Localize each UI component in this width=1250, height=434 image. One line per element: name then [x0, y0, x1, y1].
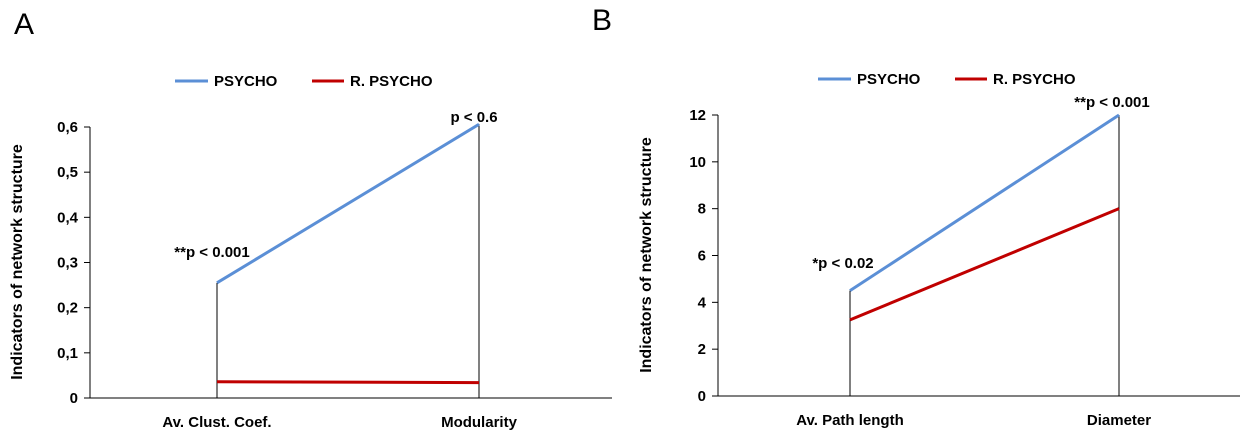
significance-annotation: **p < 0.001 [1074, 94, 1149, 111]
series-line-r-psycho [849, 207, 1120, 322]
y-tick-label: 4 [698, 294, 707, 311]
x-category-label: Diameter [1087, 412, 1151, 429]
y-tick-label: 2 [698, 341, 706, 358]
x-category-label: Modularity [441, 414, 517, 431]
y-axis-title: Indicators of network structure [638, 137, 655, 373]
y-axis-title: Indicators of network structure [9, 144, 26, 380]
chart-panel-b: B 0 2 4 6 8 10 12 Av. Path length Diameter PSYCHO R… [592, 4, 1240, 429]
significance-annotation: **p < 0.001 [174, 244, 249, 261]
panel-label: A [14, 8, 34, 41]
y-tick-label: 0,6 [57, 119, 78, 136]
x-category-label: Av. Clust. Coef. [162, 414, 271, 431]
y-tick-label: 0,2 [57, 300, 78, 317]
legend-label: R. PSYCHO [350, 73, 433, 90]
legend-label: PSYCHO [857, 71, 921, 88]
significance-annotation: *p < 0.02 [812, 255, 873, 272]
y-tick-label: 6 [698, 248, 706, 265]
y-tick-label: 0 [70, 390, 78, 407]
significance-annotation: p < 0.6 [450, 109, 497, 126]
y-tick-label: 0,1 [57, 345, 78, 362]
y-tick-label: 12 [689, 107, 706, 124]
y-tick-label: 0,4 [57, 209, 79, 226]
legend-label: PSYCHO [214, 73, 278, 90]
x-category-label: Av. Path length [796, 412, 904, 429]
y-tick-label: 10 [689, 154, 706, 171]
y-tick-label: 8 [698, 201, 706, 218]
y-tick-label: 0,3 [57, 255, 78, 272]
series-line-psycho [849, 113, 1120, 292]
series-line-r-psycho [216, 380, 480, 385]
legend-label: R. PSYCHO [993, 71, 1076, 88]
panel-label: B [592, 4, 612, 37]
y-tick-label: 0 [698, 388, 706, 405]
chart-panel-a: A 0 0,1 0,2 0,3 0,4 0,5 0,6 Av. Clust. Coef. Modu… [9, 8, 612, 431]
y-tick-label: 0,5 [57, 164, 78, 181]
series-line-psycho [216, 123, 480, 285]
